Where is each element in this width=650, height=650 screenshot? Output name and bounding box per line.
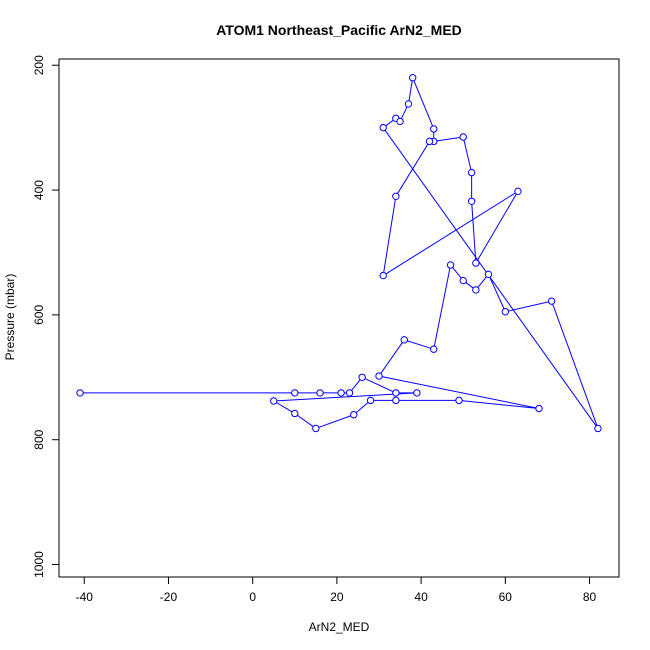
x-axis: -40 -20 0 20 40 60 80: [76, 577, 597, 604]
data-point: [270, 397, 278, 405]
data-point: [345, 389, 354, 397]
series-line-segment: [382, 190, 519, 276]
data-point: [392, 389, 400, 397]
data-point: [535, 404, 543, 413]
plot-frame: [58, 58, 620, 578]
data-point: [400, 336, 408, 344]
data-point: [484, 270, 493, 279]
data-point: [408, 74, 417, 82]
y-tick-label: 1000: [32, 551, 46, 578]
data-point: [594, 424, 602, 433]
series-line-segment: [433, 136, 464, 142]
series-line-segment: [471, 201, 477, 264]
data-point: [413, 389, 421, 397]
series-line-segment: [488, 274, 506, 312]
series-line-segment: [462, 136, 473, 173]
series-line-segment: [315, 414, 354, 429]
data-point: [392, 192, 400, 201]
series-line-segment: [273, 400, 296, 414]
chart-title: ATOM1 Northeast_Pacific ArN2_MED: [216, 22, 462, 38]
series-line-segment: [551, 300, 599, 429]
data-point: [316, 389, 324, 397]
data-point: [337, 389, 345, 397]
data-point: [379, 271, 387, 280]
data-point: [392, 396, 400, 405]
series-line-segment: [404, 339, 434, 350]
data-point: [76, 389, 84, 397]
data-point: [366, 396, 375, 405]
data-point: [459, 276, 467, 285]
y-axis-label: Pressure (mbar): [3, 274, 17, 361]
series-lines: [80, 77, 599, 429]
series-line-segment: [378, 375, 540, 409]
data-point: [358, 373, 366, 381]
data-point: [425, 137, 434, 146]
x-tick-label: -20: [160, 590, 178, 604]
data-point: [459, 133, 467, 141]
x-tick-label: 60: [499, 590, 513, 604]
data-point: [467, 168, 476, 177]
x-tick-label: 20: [330, 590, 344, 604]
data-point: [455, 396, 463, 405]
x-axis-label: ArN2_MED: [309, 620, 370, 634]
data-point: [291, 409, 299, 418]
y-tick-label: 200: [32, 55, 46, 75]
data-point: [430, 125, 438, 133]
data-point: [312, 424, 320, 433]
data-point: [291, 389, 299, 397]
data-point: [404, 100, 413, 108]
series-line-segment: [407, 77, 414, 105]
data-point: [514, 187, 522, 196]
series-line-segment: [433, 264, 452, 350]
data-point: [430, 345, 438, 353]
data-point: [396, 117, 404, 126]
series-line-segment: [505, 300, 552, 313]
data-points: [76, 74, 602, 433]
data-point: [547, 297, 556, 305]
series-line-segment: [382, 127, 599, 429]
y-axis: 200 400 600 800 1000: [32, 55, 59, 578]
data-point: [379, 123, 387, 132]
data-point: [472, 259, 480, 267]
x-tick-label: -40: [76, 590, 94, 604]
x-tick-label: 0: [249, 590, 256, 604]
x-tick-label: 40: [414, 590, 428, 604]
series-line-segment: [412, 77, 435, 130]
data-point: [350, 411, 358, 419]
series-line-segment: [475, 191, 519, 264]
series-line-segment: [378, 339, 405, 377]
x-tick-label: 80: [583, 590, 597, 604]
y-tick-label: 800: [32, 429, 46, 449]
data-point: [472, 286, 480, 294]
series-line-segment: [294, 413, 317, 429]
y-tick-label: 400: [32, 180, 46, 200]
series-line-segment: [395, 141, 430, 197]
data-point: [501, 308, 510, 316]
series-line-segment: [382, 196, 397, 276]
data-point: [375, 372, 383, 380]
y-tick-label: 600: [32, 305, 46, 325]
data-point: [467, 197, 476, 205]
data-point: [446, 261, 455, 269]
series-line-segment: [361, 376, 397, 394]
series-line-segment: [458, 399, 540, 409]
